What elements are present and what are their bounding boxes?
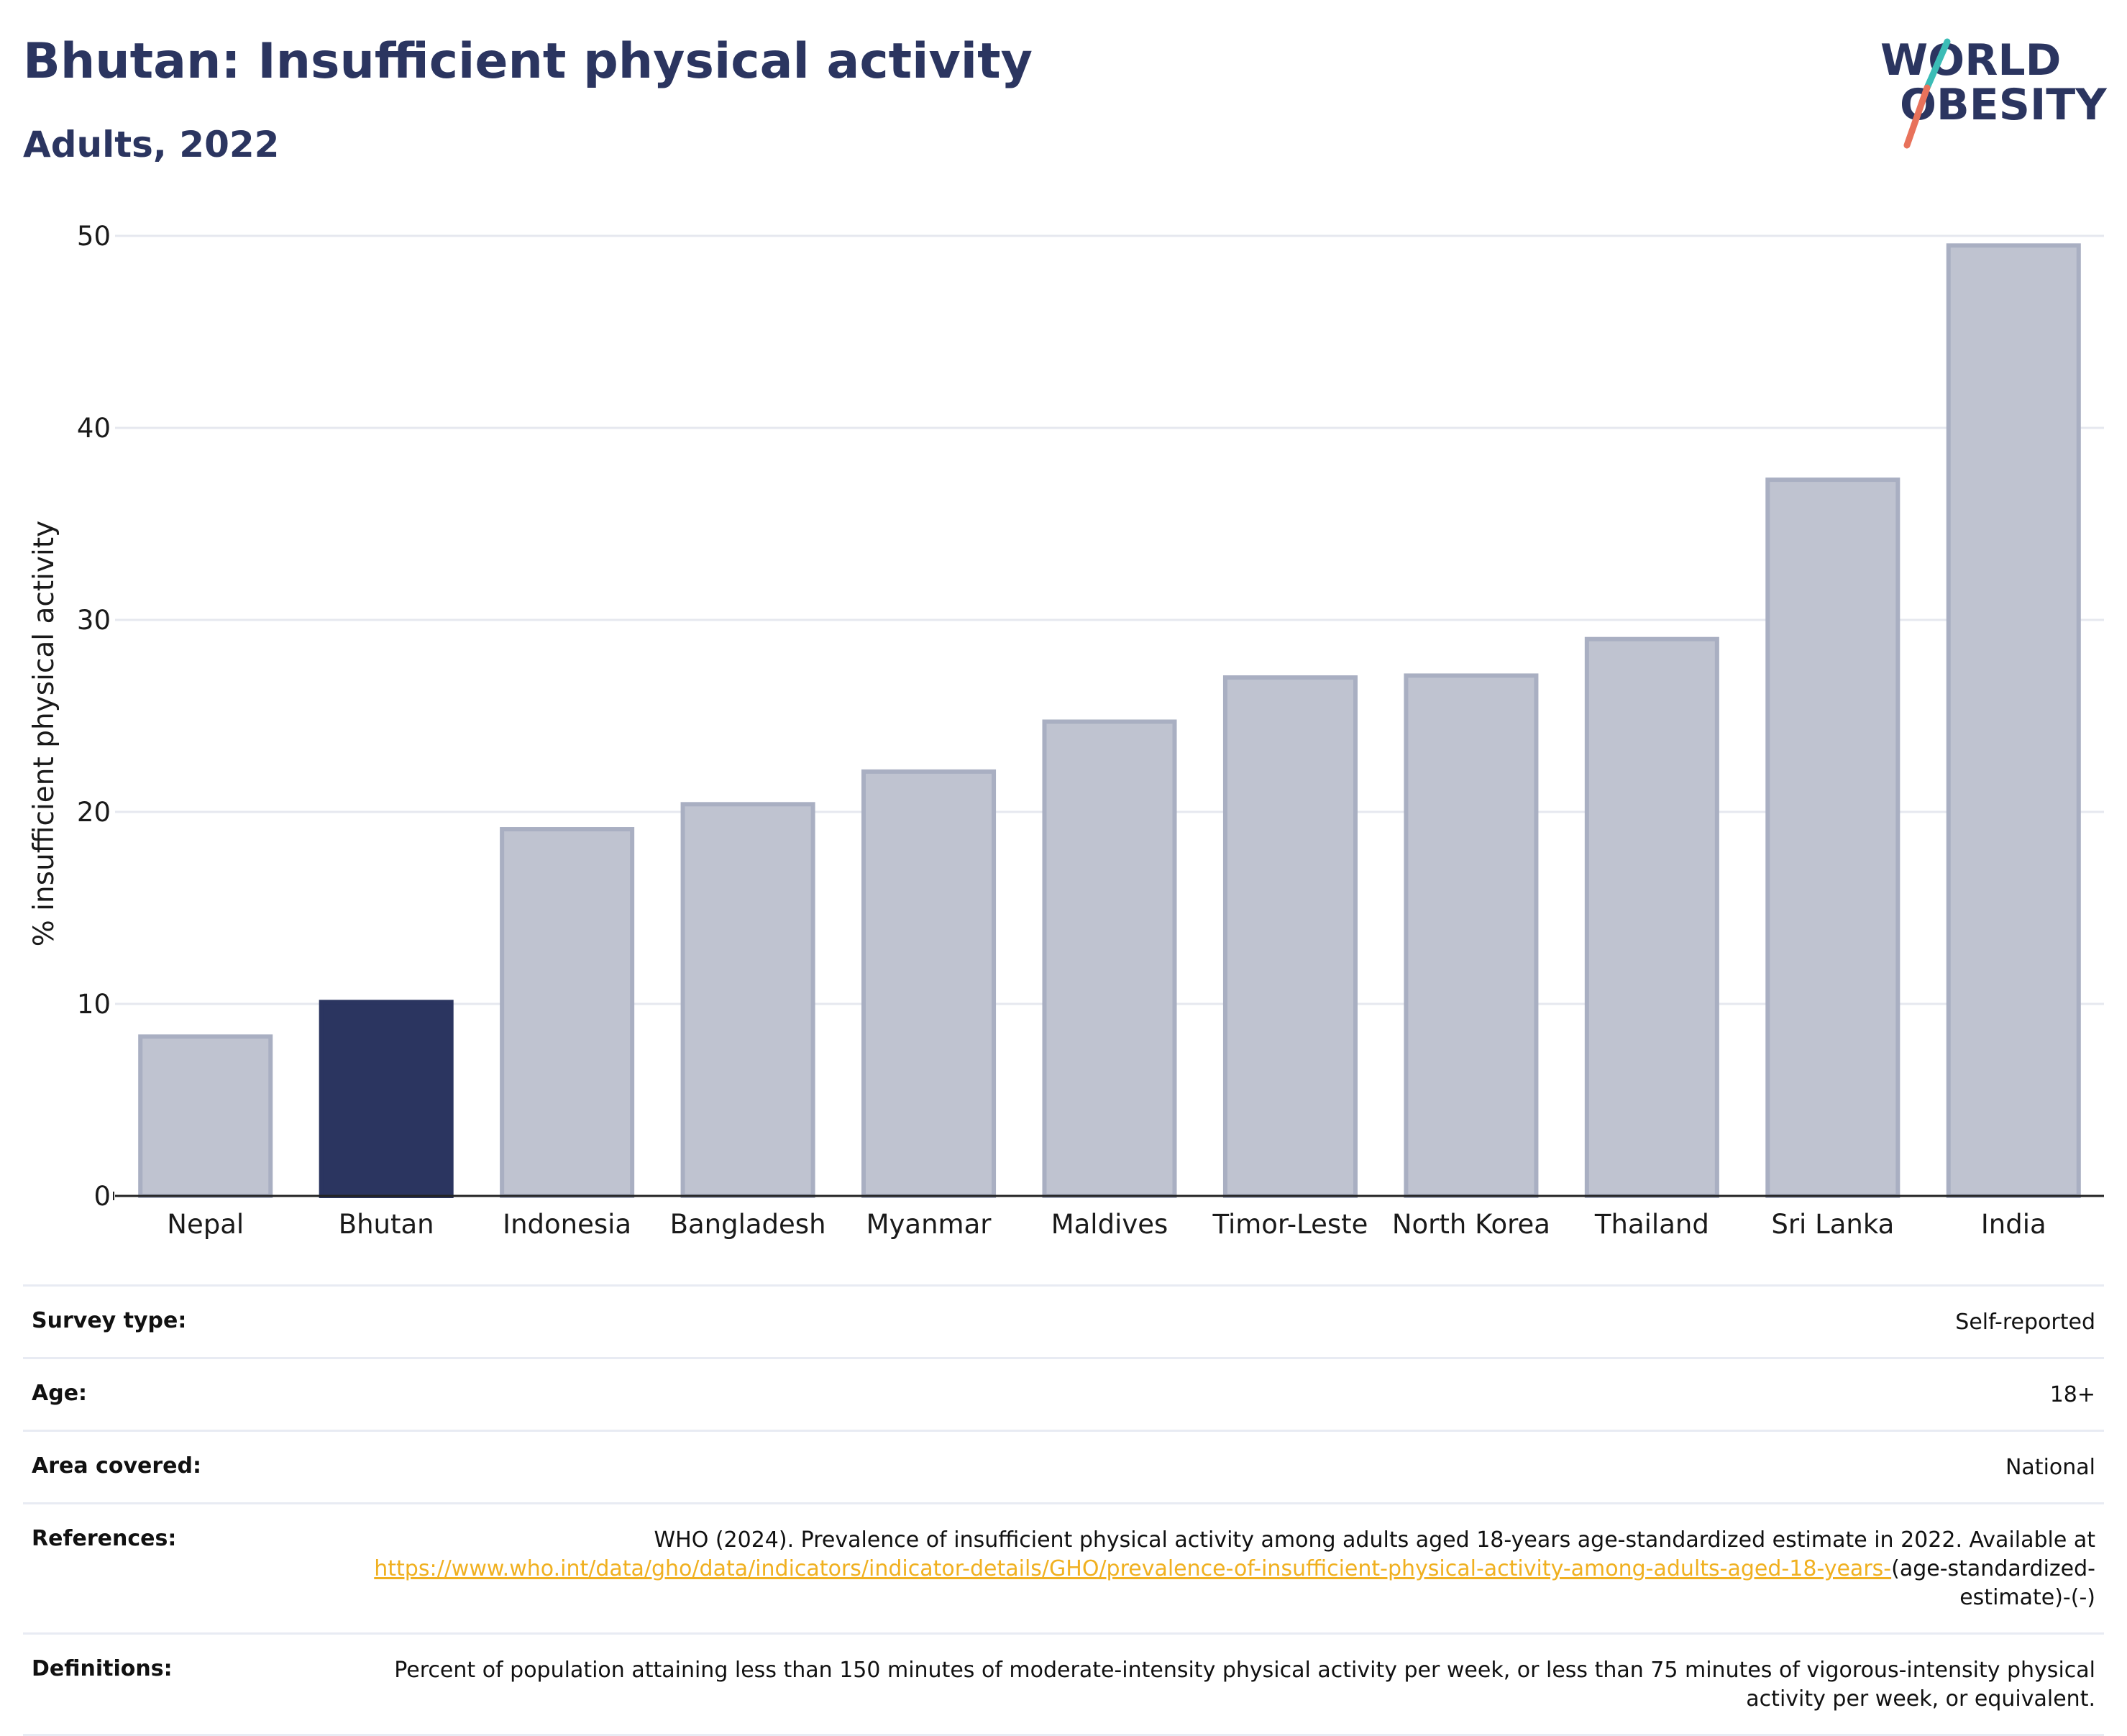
info-row-definitions: Definitions: Percent of population attai… [23,1632,2104,1736]
bar-bangladesh [680,802,815,1198]
y-tick-label: 20 [77,797,111,828]
age-value: 18+ [2049,1382,2095,1407]
x-tick-label: India [1981,1209,2046,1240]
references-value: WHO (2024). Prevalence of insufficient p… [334,1526,2095,1612]
info-row-area: Area covered: National [23,1430,2104,1502]
y-tick-label: 40 [77,413,111,444]
x-tick-label: Nepal [167,1209,244,1240]
y-tick-label: 50 [77,221,111,252]
area-label: Area covered: [32,1453,201,1479]
y-tick-label: 10 [77,989,111,1020]
logo-line2: OBESITY [1900,80,2108,130]
bar-sri-lanka [1765,478,1900,1198]
x-tick-label: Sri Lanka [1771,1209,1894,1240]
logo-line1: WORLD [1880,35,2061,86]
info-table: Survey type: Self-reported Age: 18+ Area… [23,1284,2104,1736]
chart-subtitle: Adults, 2022 [23,124,280,165]
definitions-label: Definitions: [32,1656,173,1681]
survey-type-label: Survey type: [32,1308,187,1333]
x-tick-label: Indonesia [503,1209,631,1240]
references-label: References: [32,1526,177,1551]
y-axis-title: % insufficient physical activity [28,521,60,946]
bar-chart: 0 10 20 30 40 50 Nepal Bhutan Indonesia Banglades… [28,221,2104,1240]
bar-north-korea [1404,673,1539,1198]
info-row-age: Age: 18+ [23,1357,2104,1430]
definitions-value: Percent of population attaining less tha… [394,1658,2095,1712]
bar-bhutan [319,1000,454,1198]
x-tick-label: Maldives [1051,1209,1168,1240]
info-row-references: References: WHO (2024). Prevalence of in… [23,1502,2104,1632]
x-tick-label: Timor-Leste [1212,1209,1368,1240]
y-tick-label: 0 [93,1181,111,1212]
tick-labels: 0 10 20 30 40 50 Nepal Bhutan Indonesia Banglades… [77,221,2046,1240]
bar-nepal [138,1034,273,1199]
x-tick-label: North Korea [1392,1209,1550,1240]
area-value: National [2005,1455,2095,1480]
info-row-survey-type: Survey type: Self-reported [23,1284,2104,1357]
x-tick-label: Bhutan [339,1209,434,1240]
logo-slash-top [1924,38,1951,91]
bar-maldives [1042,719,1177,1198]
bar-thailand [1584,636,1719,1198]
bar-india [1946,243,2081,1199]
x-tick-label: Myanmar [866,1209,992,1240]
x-tick-label: Bangladesh [670,1209,826,1240]
references-link[interactable]: https://www.who.int/data/gho/data/indica… [374,1556,1892,1581]
logo-slash-bottom [1903,84,1931,149]
references-suffix: (age-standardized-estimate)-(-) [1891,1556,2095,1610]
survey-type-value: Self-reported [1955,1310,2095,1335]
chart-title: Bhutan: Insufficient physical activity [23,33,1033,90]
references-text: WHO (2024). Prevalence of insufficient p… [654,1527,2095,1553]
bar-timor-leste [1222,675,1358,1198]
world-obesity-logo: WORLD OBESITY [1880,35,2108,149]
bar-myanmar [861,769,997,1199]
y-tick-label: 30 [77,605,111,636]
x-tick-label: Thailand [1594,1209,1709,1240]
bar-indonesia [500,827,635,1199]
age-label: Age: [32,1381,88,1406]
axes [113,1192,2104,1200]
bars [138,243,2081,1199]
